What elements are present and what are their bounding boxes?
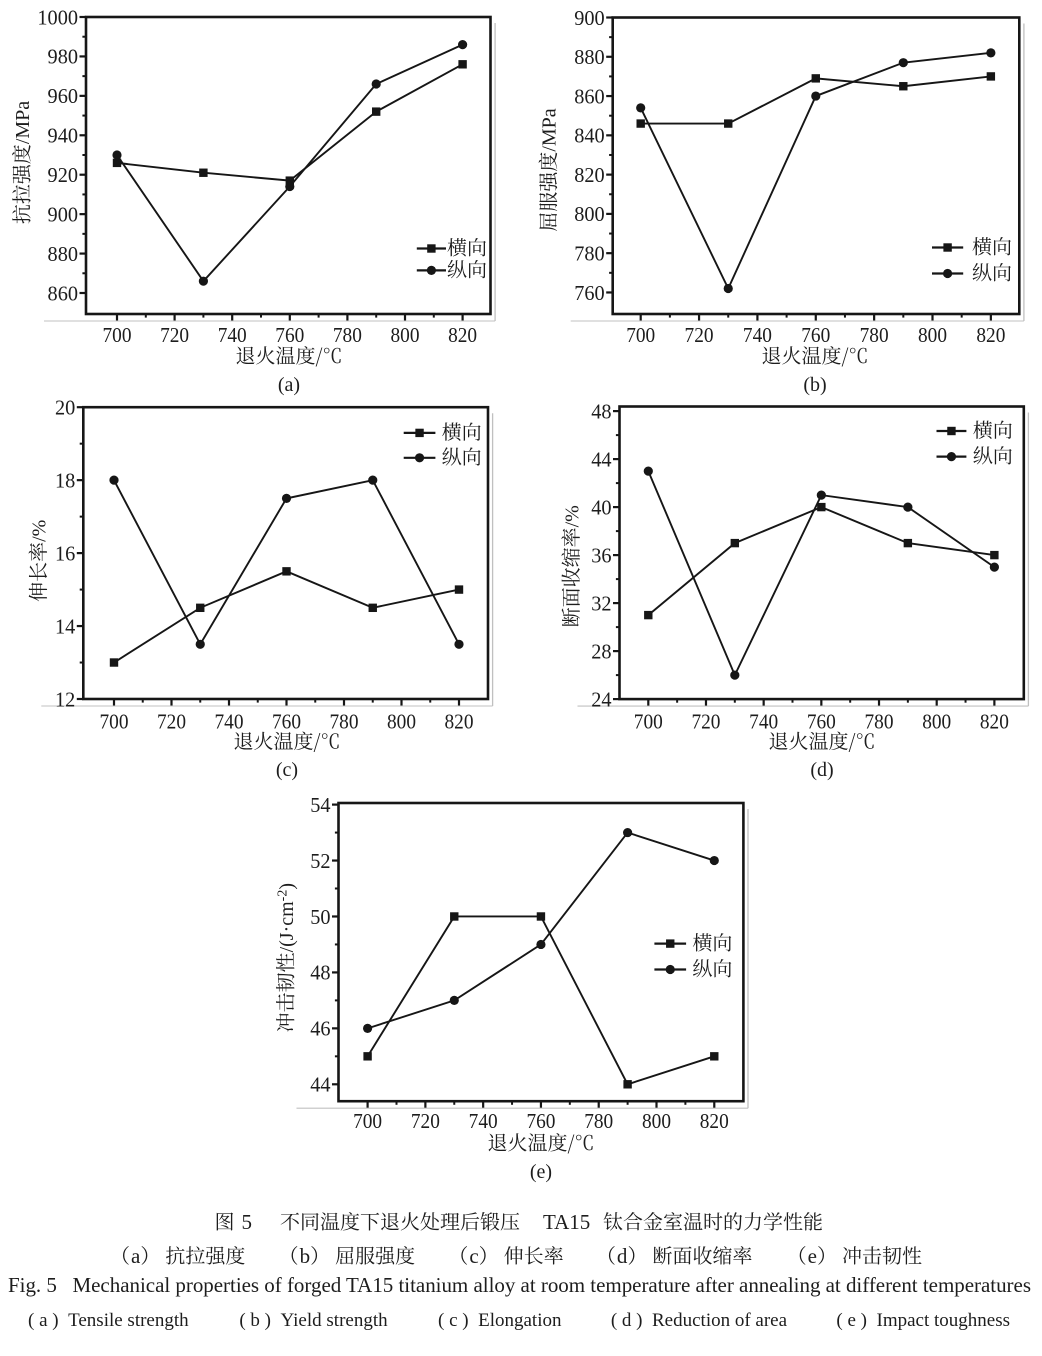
svg-text:b: b [300,1244,311,1268]
svg-text:( e ) Impact toughness: ( e ) Impact toughness [836,1310,1010,1331]
svg-text:5: 5 [242,1210,253,1234]
svg-text:a: a [131,1244,141,1268]
svg-text:/(J·cm: /(J·cm [276,901,298,953]
svg-text:820: 820 [700,1109,729,1133]
svg-text:780: 780 [330,709,359,733]
svg-text:54: 54 [310,793,331,817]
svg-text:780: 780 [865,709,894,733]
svg-text:( a ) Tensile strength: ( a ) Tensile strength [28,1310,189,1331]
svg-text:12: 12 [55,687,75,711]
svg-text:28: 28 [591,639,611,663]
svg-text:20: 20 [55,396,75,420]
svg-text:700: 700 [103,323,132,347]
svg-text:800: 800 [391,323,420,347]
svg-text:840: 840 [574,124,604,148]
svg-text:820: 820 [445,709,474,733]
svg-text:TA15: TA15 [543,1210,590,1234]
svg-text:d: d [617,1244,628,1268]
svg-text:( c ) Elongation: ( c ) Elongation [438,1310,562,1331]
svg-text:/%: /% [29,520,51,542]
svg-text:800: 800 [387,709,416,733]
svg-text:( b ) Yield strength: ( b ) Yield strength [239,1310,388,1331]
svg-text:760: 760 [807,709,836,733]
svg-text:24: 24 [591,687,612,711]
svg-text:860: 860 [574,84,604,108]
svg-text:14: 14 [55,614,76,638]
svg-text:820: 820 [448,323,477,347]
svg-text:740: 740 [743,323,772,347]
svg-text:920: 920 [48,163,78,187]
svg-text:880: 880 [574,45,604,69]
svg-text:820: 820 [980,709,1009,733]
svg-text:740: 740 [749,709,778,733]
svg-text:48: 48 [310,961,330,985]
svg-text:e: e [808,1244,817,1268]
svg-text:52: 52 [310,849,330,873]
svg-text:46: 46 [310,1017,330,1041]
svg-text:/MPa: /MPa [12,101,34,144]
svg-text:780: 780 [333,323,362,347]
svg-text:720: 720 [157,709,186,733]
svg-text:Fig. 5 Mechanical properties: Fig. 5 Mechanical properties of forged T… [8,1273,1031,1297]
svg-text:700: 700 [626,323,655,347]
svg-text:36: 36 [591,543,611,567]
svg-text:/MPa: /MPa [539,108,561,151]
svg-text:(a): (a) [278,374,300,396]
svg-text:16: 16 [55,541,75,565]
svg-text:760: 760 [272,709,301,733]
svg-text:40: 40 [591,495,611,519]
svg-text:940: 940 [48,124,78,148]
svg-text:860: 860 [48,281,78,305]
svg-text:48: 48 [591,399,611,423]
svg-text:800: 800 [642,1109,671,1133]
svg-text:): ) [276,883,298,890]
svg-text:760: 760 [275,323,304,347]
svg-text:700: 700 [100,709,129,733]
svg-text:800: 800 [922,709,951,733]
svg-text:820: 820 [574,163,604,187]
svg-text:760: 760 [526,1109,555,1133]
svg-text:/%: /% [561,505,583,527]
svg-text:720: 720 [685,323,714,347]
svg-text:44: 44 [591,447,612,471]
svg-text:( d ) Reduction of area: ( d ) Reduction of area [611,1310,788,1331]
svg-text:980: 980 [48,45,78,69]
svg-text:780: 780 [860,323,889,347]
svg-text:32: 32 [591,591,611,615]
svg-text:18: 18 [55,468,75,492]
svg-text:800: 800 [574,202,604,226]
svg-text:800: 800 [918,323,947,347]
svg-text:820: 820 [976,323,1005,347]
svg-text:780: 780 [584,1109,613,1133]
svg-text:960: 960 [48,84,78,108]
svg-text:1000: 1000 [37,5,78,29]
svg-text:900: 900 [574,6,604,30]
svg-text:720: 720 [411,1109,440,1133]
svg-text:740: 740 [469,1109,498,1133]
svg-text:760: 760 [574,281,604,305]
svg-text:900: 900 [48,202,78,226]
svg-text:(e): (e) [530,1161,552,1183]
svg-text:(d): (d) [810,759,833,781]
svg-text:700: 700 [353,1109,382,1133]
svg-text:720: 720 [160,323,189,347]
svg-text:(c): (c) [276,759,298,781]
svg-text:880: 880 [48,242,78,266]
svg-text:(b): (b) [803,374,826,396]
svg-text:740: 740 [218,323,247,347]
svg-text:-2: -2 [275,890,290,902]
svg-text:720: 720 [691,709,720,733]
svg-text:760: 760 [801,323,830,347]
svg-text:c: c [469,1244,478,1268]
svg-text:44: 44 [310,1073,331,1097]
svg-text:740: 740 [215,709,244,733]
svg-text:700: 700 [634,709,663,733]
svg-text:50: 50 [310,905,330,929]
svg-text:780: 780 [574,241,604,265]
